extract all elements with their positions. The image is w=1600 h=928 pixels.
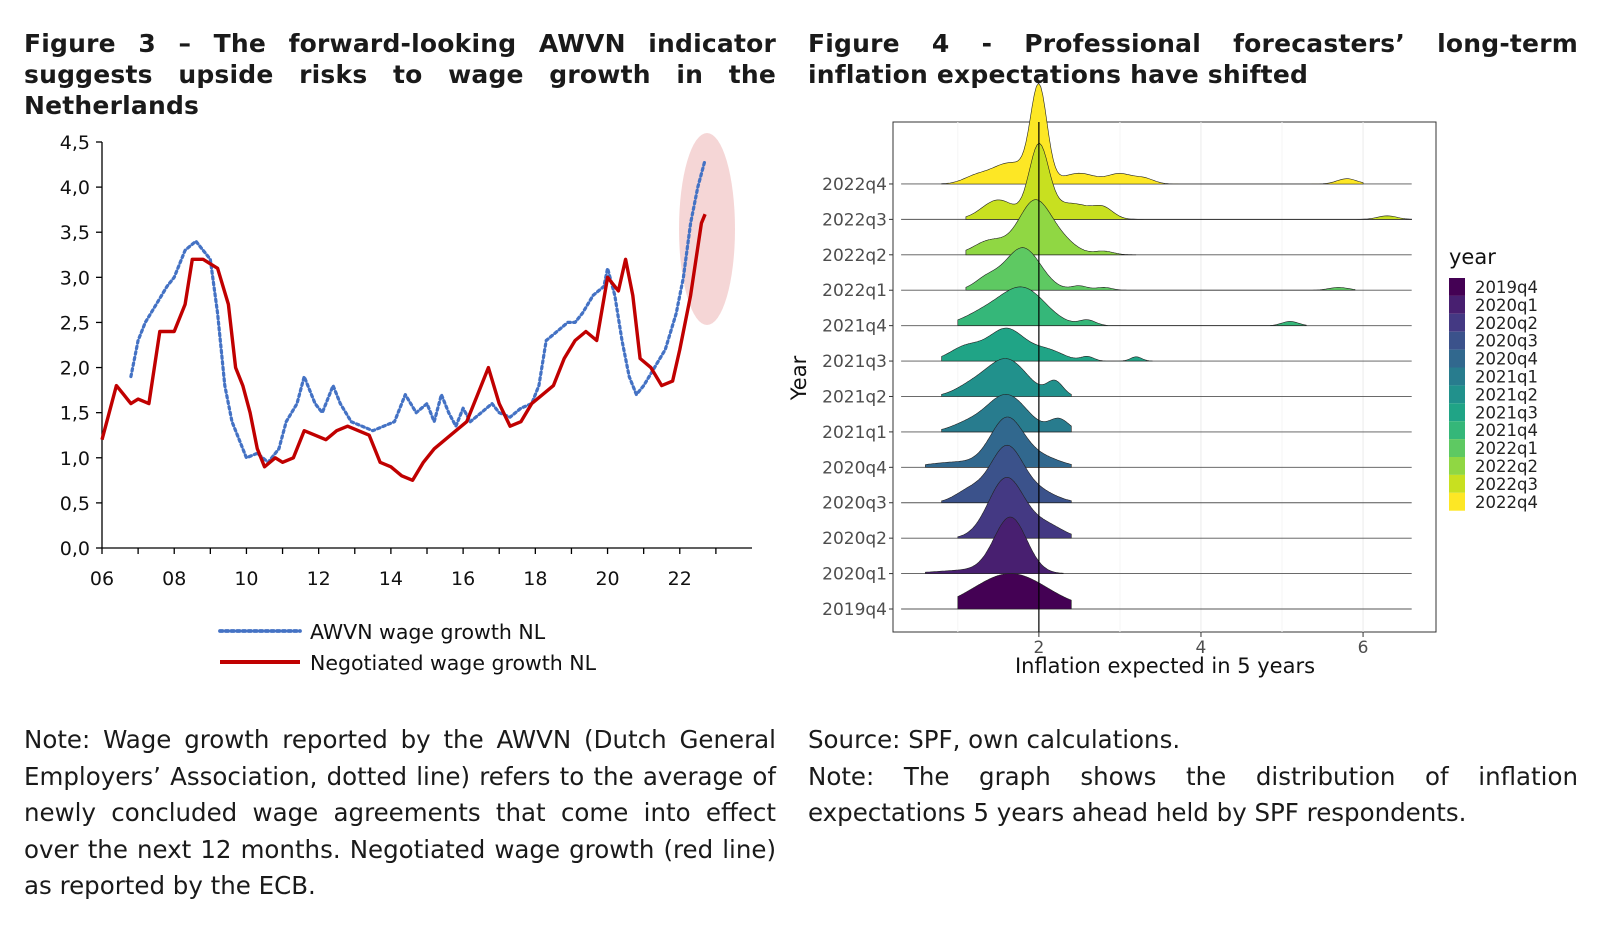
y-tick-label: 3,5 — [60, 222, 90, 244]
x-tick-label: 14 — [379, 568, 403, 590]
legend-swatch — [1449, 457, 1465, 475]
legend-label: 2022q2 — [1475, 457, 1538, 476]
legend-swatch — [1449, 385, 1465, 404]
x-tick-label: 10 — [234, 568, 258, 590]
legend-label: AWVN wage growth NL — [310, 620, 546, 644]
y-tick-label: 1,5 — [60, 403, 90, 425]
legend-swatch — [1449, 278, 1465, 296]
y-tick-label: 2021q2 — [822, 387, 887, 407]
legend-label: 2020q3 — [1475, 332, 1538, 351]
x-tick-label: 20 — [595, 568, 619, 590]
y-tick-label: 2020q1 — [822, 565, 887, 585]
legend-swatch — [1449, 367, 1465, 386]
x-tick-label: 16 — [451, 568, 475, 590]
x-tick-label: 18 — [523, 568, 547, 590]
y-tick-label: 2,5 — [60, 312, 90, 334]
y-tick-label: 2022q3 — [822, 210, 887, 230]
y-tick-label: 2,0 — [60, 358, 90, 380]
legend-label: 2020q4 — [1475, 350, 1538, 369]
y-tick-label: 2021q3 — [822, 352, 887, 372]
legend-swatch — [1449, 439, 1465, 457]
x-tick-label: 12 — [307, 568, 331, 590]
figure3-title: Figure 3 – The forward-looking AWVN indi… — [24, 29, 776, 120]
y-tick-label: 2019q4 — [822, 600, 887, 620]
legend-label: 2021q2 — [1475, 385, 1538, 404]
ridge-density-2022q4 — [941, 82, 1364, 185]
y-tick-label: 2022q2 — [822, 246, 887, 266]
legend-label: 2021q4 — [1475, 421, 1538, 440]
y-tick-label: 0,5 — [60, 493, 90, 515]
y-tick-label: 2022q1 — [822, 281, 887, 301]
legend-swatch — [1449, 295, 1465, 314]
y-tick-label: 3,0 — [60, 267, 90, 289]
legend-label: 2022q4 — [1475, 493, 1538, 512]
figure3-note: Note: Wage growth reported by the AWVN (… — [24, 725, 776, 900]
x-tick-label: 6 — [1358, 638, 1369, 658]
y-tick-label: 2020q2 — [822, 529, 887, 549]
ridge-density-2020q4 — [925, 416, 1072, 468]
ridge-density-2022q2 — [965, 199, 1137, 256]
y-tick-label: 4,5 — [60, 132, 90, 154]
legend-swatch — [1449, 492, 1465, 511]
ridge-density-2021q3 — [941, 327, 1153, 362]
x-tick-label: 4 — [1196, 638, 1207, 658]
ridge-density-2019q4 — [957, 573, 1072, 610]
legend-swatch — [1449, 403, 1465, 422]
figure3-chart: 0,0 0,5 1,0 1,5 2,0 2,5 3,0 3,5 4,0 4,5 06 08 10 12 14… — [60, 132, 752, 675]
figure4-notes: Source: SPF, own calculations. Note: The… — [808, 722, 1578, 832]
figure4-source: Source: SPF, own calculations. — [808, 725, 1181, 754]
x-tick-label: 2 — [1033, 638, 1044, 658]
legend-swatch — [1449, 331, 1465, 350]
legend-label: 2020q2 — [1475, 314, 1538, 333]
ridge-density-2022q1 — [965, 247, 1356, 291]
x-tick-label: 06 — [90, 568, 114, 590]
y-tick-label: 0,0 — [60, 538, 90, 560]
y-tick-label: 2020q4 — [822, 458, 887, 478]
series-line-awvn — [129, 158, 707, 464]
figure4-chart: 2019q42020q12020q22020q32020q42021q12021… — [787, 82, 1538, 678]
legend-label: 2022q1 — [1475, 439, 1538, 458]
ridge-density-2020q1 — [925, 516, 1064, 574]
x-tick-label: 08 — [162, 568, 186, 590]
figure4-title: Figure 4 - Professional forecasters’ lon… — [808, 29, 1578, 89]
legend-swatch — [1449, 313, 1465, 332]
y-tick-label: 2022q4 — [822, 175, 887, 195]
y-tick-label: 1,0 — [60, 448, 90, 470]
legend-label: Negotiated wage growth NL — [310, 651, 597, 675]
ridge-density-2021q4 — [957, 286, 1307, 326]
legend-label: 2019q4 — [1475, 278, 1538, 297]
legend-swatch — [1449, 474, 1465, 493]
x-tick-label: 22 — [668, 568, 692, 590]
series-line-negotiated — [100, 213, 707, 482]
legend-title: year — [1449, 245, 1496, 269]
y-tick-label: 2020q3 — [822, 494, 887, 514]
legend-label: 2022q3 — [1475, 475, 1538, 494]
legend-swatch — [1449, 349, 1465, 368]
legend-label: 2021q3 — [1475, 403, 1538, 422]
figure4-note: Note: The graph shows the distribution o… — [808, 761, 1578, 828]
y-tick-label: 2021q1 — [822, 423, 887, 443]
y-axis-title: Year — [787, 355, 811, 401]
x-axis-title: Inflation expected in 5 years — [1015, 654, 1315, 678]
legend-label: 2020q1 — [1475, 296, 1538, 315]
legend-label: 2021q1 — [1475, 368, 1538, 387]
y-tick-label: 4,0 — [60, 177, 90, 199]
ridge-density-2020q2 — [957, 477, 1072, 539]
y-tick-label: 2021q4 — [822, 317, 887, 337]
legend-swatch — [1449, 421, 1465, 440]
